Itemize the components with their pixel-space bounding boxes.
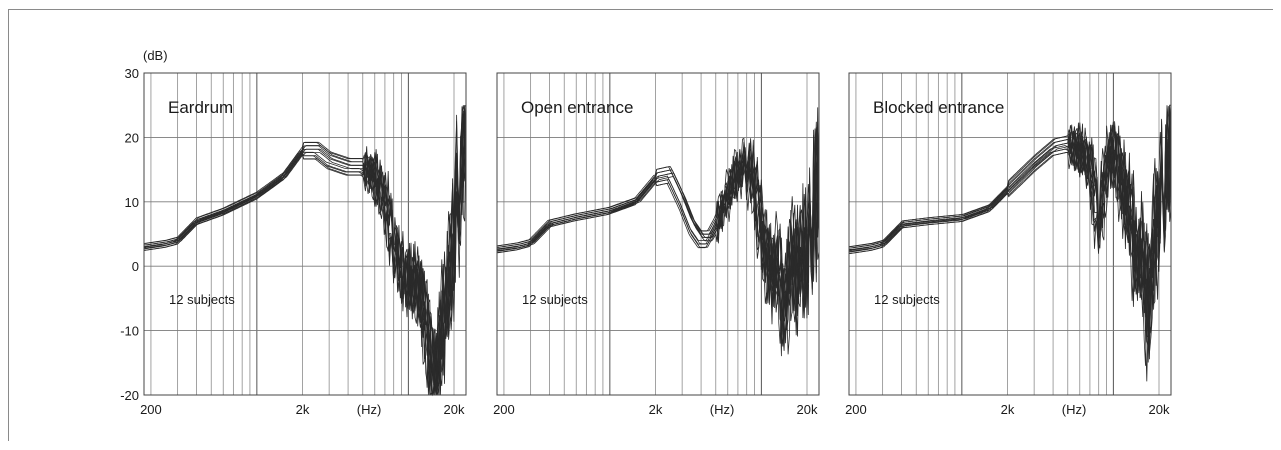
y-tick-label: 30 [125,66,139,81]
series-line [497,139,820,344]
series-line [144,128,467,396]
plot-border [848,72,1172,396]
series-line [849,105,1172,360]
x-tick-label: 2k [296,402,310,417]
series-line [144,106,467,396]
y-tick-label: 20 [125,130,139,145]
x-tick-label: 2k [1001,402,1015,417]
x-unit-label: (Hz) [1062,402,1087,417]
x-tick-label: 200 [493,402,515,417]
panel-annotation: 12 subjects [522,292,588,307]
x-tick-label: 20k [797,402,818,417]
y-tick-label: -20 [120,388,139,403]
series-line [496,134,820,343]
panel-open-entrance: Open entrance 12 subjects 200 2k 20k (Hz) [493,72,820,417]
y-tick-label: 0 [132,259,139,274]
x-tick-label: 20k [444,402,465,417]
series-line [144,104,467,397]
x-unit-label: (Hz) [710,402,735,417]
panel-eardrum: Eardrum 12 subjects 200 2k 20k (Hz) [140,72,467,417]
series-line [848,126,1172,363]
series-line [496,107,820,357]
series-line [848,105,1172,337]
y-tick-label: 10 [125,195,139,210]
x-unit-label: (Hz) [357,402,382,417]
series-line [849,105,1172,346]
x-tick-label: 200 [845,402,867,417]
x-tick-label: 20k [1149,402,1170,417]
x-tick-label: 200 [140,402,162,417]
panel-annotation: 12 subjects [169,292,235,307]
y-axis-labels: 30 20 10 0 -10 -20 [120,66,139,403]
x-tick-label: 2k [649,402,663,417]
series-line [496,147,820,347]
figure-frame [8,9,1273,441]
panel-title: Open entrance [521,98,633,117]
plot-border [496,72,820,396]
y-tick-label: -10 [120,324,139,339]
series-line [143,105,467,396]
panel-blocked-entrance: Blocked entrance 12 subjects 200 2k 20k (Hz) [845,72,1172,417]
plot-border [143,72,467,396]
panel-annotation: 12 subjects [874,292,940,307]
panel-title: Eardrum [168,98,233,117]
series-line [143,105,467,396]
y-unit-label: (dB) [143,48,168,63]
panel-title: Blocked entrance [873,98,1004,117]
